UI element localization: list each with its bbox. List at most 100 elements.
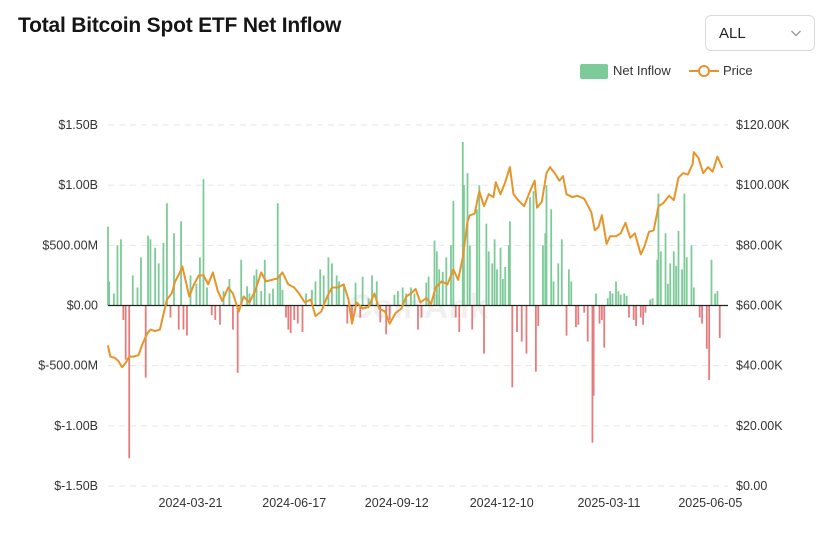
inflow-bar[interactable] bbox=[476, 209, 478, 306]
outflow-bar[interactable] bbox=[577, 305, 580, 325]
outflow-bar[interactable] bbox=[458, 305, 461, 332]
inflow-bar[interactable] bbox=[619, 294, 622, 306]
outflow-bar[interactable] bbox=[420, 305, 423, 318]
inflow-bar[interactable] bbox=[545, 185, 548, 306]
outflow-bar[interactable] bbox=[128, 305, 131, 459]
inflow-bar[interactable] bbox=[552, 281, 555, 306]
inflow-bar[interactable] bbox=[410, 287, 412, 306]
inflow-bar[interactable] bbox=[675, 265, 678, 306]
inflow-bar[interactable] bbox=[441, 271, 444, 306]
inflow-bar[interactable] bbox=[657, 193, 660, 306]
inflow-bar[interactable] bbox=[327, 257, 330, 306]
inflow-bar[interactable] bbox=[322, 275, 325, 306]
outflow-bar[interactable] bbox=[285, 305, 287, 318]
inflow-bar[interactable] bbox=[677, 230, 680, 306]
outflow-bar[interactable] bbox=[698, 305, 701, 318]
inflow-bar[interactable] bbox=[659, 251, 662, 306]
inflow-bar[interactable] bbox=[611, 293, 614, 306]
outflow-bar[interactable] bbox=[287, 305, 290, 330]
inflow-bar[interactable] bbox=[154, 247, 157, 306]
outflow-bar[interactable] bbox=[232, 305, 234, 330]
legend-item-net-inflow[interactable]: Net Inflow bbox=[580, 62, 680, 80]
outflow-bar[interactable] bbox=[701, 305, 703, 324]
inflow-bar[interactable] bbox=[710, 259, 713, 306]
inflow-bar[interactable] bbox=[544, 233, 547, 306]
inflow-bar[interactable] bbox=[189, 275, 192, 306]
outflow-bar[interactable] bbox=[575, 305, 577, 328]
inflow-bar[interactable] bbox=[461, 141, 464, 306]
inflow-bar[interactable] bbox=[606, 298, 609, 306]
inflow-bar[interactable] bbox=[331, 263, 333, 306]
inflow-bar[interactable] bbox=[157, 263, 160, 306]
inflow-bar[interactable] bbox=[246, 286, 248, 306]
outflow-bar[interactable] bbox=[385, 305, 388, 335]
inflow-bar[interactable] bbox=[253, 275, 256, 306]
inflow-bar[interactable] bbox=[140, 257, 142, 306]
inflow-bar[interactable] bbox=[445, 257, 448, 306]
inflow-bar[interactable] bbox=[685, 257, 688, 306]
inflow-bar[interactable] bbox=[272, 288, 274, 306]
inflow-bar[interactable] bbox=[248, 293, 251, 306]
inflow-bar[interactable] bbox=[557, 263, 560, 306]
outflow-bar[interactable] bbox=[483, 305, 485, 354]
outflow-bar[interactable] bbox=[144, 305, 147, 378]
inflow-bar[interactable] bbox=[397, 291, 399, 306]
inflow-bar[interactable] bbox=[542, 245, 544, 306]
outflow-bar[interactable] bbox=[516, 305, 518, 332]
inflow-bar[interactable] bbox=[319, 269, 322, 306]
inflow-bar[interactable] bbox=[567, 269, 570, 306]
outflow-bar[interactable] bbox=[351, 305, 353, 320]
inflow-bar[interactable] bbox=[560, 239, 563, 306]
inflow-bar[interactable] bbox=[493, 239, 496, 306]
outflow-bar[interactable] bbox=[644, 305, 647, 313]
inflow-bar[interactable] bbox=[276, 203, 279, 306]
outflow-bar[interactable] bbox=[525, 305, 528, 354]
inflow-bar[interactable] bbox=[664, 233, 667, 306]
outflow-bar[interactable] bbox=[534, 305, 537, 372]
inflow-bar[interactable] bbox=[672, 251, 675, 306]
outflow-bar[interactable] bbox=[169, 305, 172, 318]
inflow-bar[interactable] bbox=[485, 223, 488, 306]
inflow-bar[interactable] bbox=[371, 275, 373, 306]
outflow-bar[interactable] bbox=[639, 305, 642, 318]
outflow-bar[interactable] bbox=[388, 305, 391, 320]
inflow-bar[interactable] bbox=[491, 263, 494, 306]
outflow-bar[interactable] bbox=[591, 305, 594, 443]
inflow-bar[interactable] bbox=[260, 291, 263, 306]
inflow-bar[interactable] bbox=[195, 283, 198, 306]
inflow-bar[interactable] bbox=[468, 245, 471, 306]
outflow-bar[interactable] bbox=[708, 305, 711, 381]
outflow-bar[interactable] bbox=[359, 305, 362, 318]
inflow-bar[interactable] bbox=[507, 245, 510, 306]
inflow-bar[interactable] bbox=[281, 289, 284, 306]
inflow-bar[interactable] bbox=[666, 283, 669, 306]
inflow-bar[interactable] bbox=[427, 276, 430, 306]
inflow-bar[interactable] bbox=[335, 275, 338, 306]
inflow-bar[interactable] bbox=[240, 259, 243, 306]
inflow-bar[interactable] bbox=[487, 251, 490, 306]
outflow-bar[interactable] bbox=[214, 305, 217, 320]
outflow-bar[interactable] bbox=[598, 305, 601, 324]
outflow-bar[interactable] bbox=[289, 305, 292, 334]
inflow-bar[interactable] bbox=[617, 291, 620, 306]
price-line[interactable] bbox=[107, 151, 724, 369]
inflow-bar[interactable] bbox=[342, 283, 345, 306]
inflow-bar[interactable] bbox=[166, 203, 168, 306]
inflow-bar[interactable] bbox=[199, 257, 201, 306]
inflow-bar[interactable] bbox=[393, 294, 396, 306]
inflow-bar[interactable] bbox=[206, 287, 208, 306]
outflow-bar[interactable] bbox=[417, 305, 419, 330]
inflow-bar[interactable] bbox=[112, 293, 115, 306]
inflow-bar[interactable] bbox=[354, 282, 357, 306]
inflow-bar[interactable] bbox=[683, 193, 686, 306]
outflow-bar[interactable] bbox=[511, 305, 514, 388]
inflow-bar[interactable] bbox=[311, 289, 313, 306]
outflow-bar[interactable] bbox=[124, 305, 127, 360]
inflow-bar[interactable] bbox=[375, 281, 378, 306]
inflow-bar[interactable] bbox=[367, 298, 370, 306]
inflow-bar[interactable] bbox=[496, 269, 498, 306]
outflow-bar[interactable] bbox=[122, 305, 125, 320]
inflow-bar[interactable] bbox=[202, 179, 205, 306]
inflow-bar[interactable] bbox=[692, 287, 695, 306]
inflow-bar[interactable] bbox=[425, 282, 428, 306]
